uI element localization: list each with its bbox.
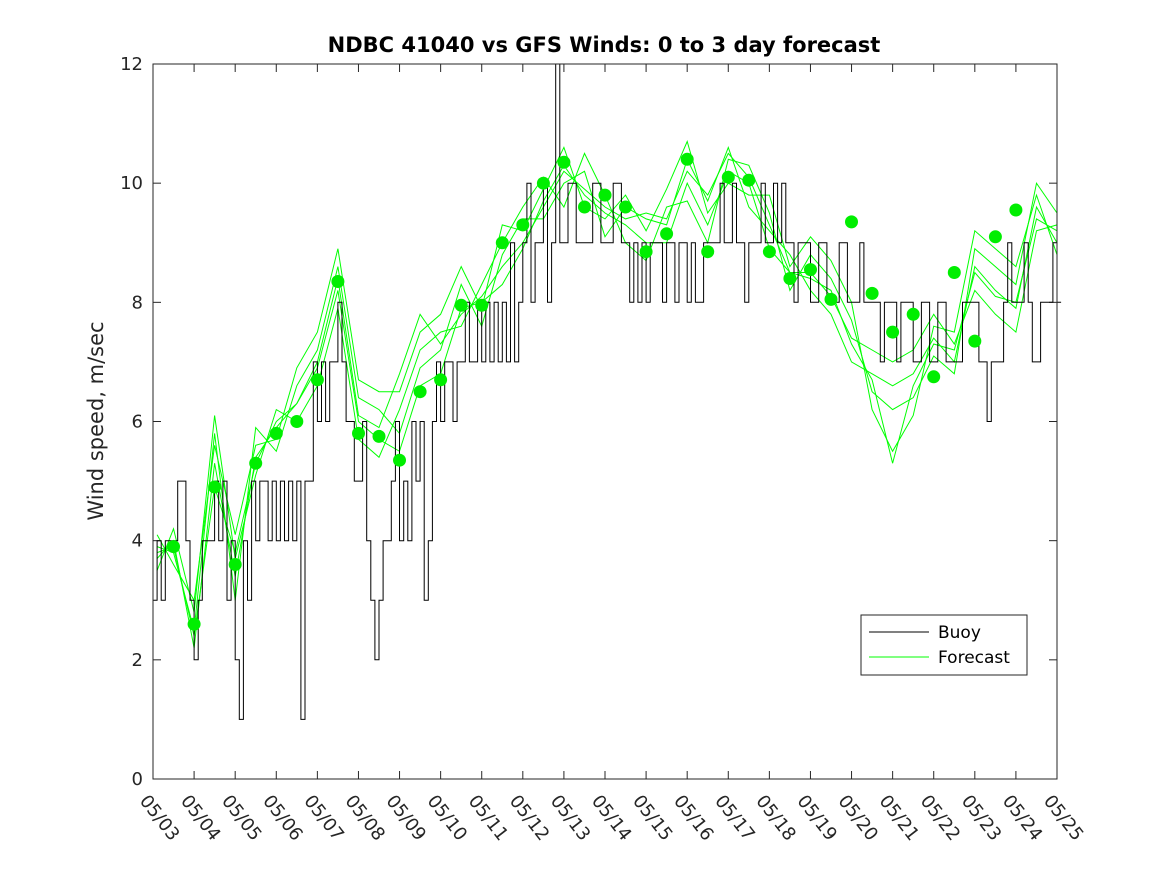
y-tick-labels: 0 2 4 6 8 10 12 [120,54,143,790]
analysis-marker [393,453,406,467]
analysis-marker [927,370,941,384]
analysis-marker [824,292,838,306]
analysis-marker [886,325,900,339]
buoy-line [153,63,1062,720]
analysis-marker [331,275,345,288]
analysis-marker [619,200,632,214]
analysis-marker [557,155,571,169]
analysis-marker [578,200,591,214]
y-axis-label: Wind speed, m/sec [84,321,108,520]
analysis-marker [906,307,920,321]
analysis-marker [167,540,180,554]
y-tick-label: 0 [132,769,143,790]
analysis-marker [762,245,776,259]
analysis-marker [845,215,858,229]
analysis-marker [454,298,468,312]
analysis-marker [865,286,879,300]
analysis-marker [598,188,612,202]
y-tick-label: 6 [132,412,143,433]
analysis-marker [228,558,242,571]
forecast-run-line [156,152,1058,637]
analysis-marker [310,373,324,387]
analysis-marker [783,272,797,285]
legend-label-forecast: Forecast [938,648,1010,668]
analysis-marker [947,266,961,279]
analysis-marker [680,152,694,166]
analysis-marker [208,480,222,494]
y-tick-label: 2 [132,650,143,671]
axes-box [152,63,1058,780]
legend-label-buoy: Buoy [938,623,981,643]
analysis-marker [742,173,756,187]
analysis-marker [372,429,386,443]
analysis-marker [413,385,427,399]
analysis-marker [269,426,283,440]
analysis-marker [968,334,982,348]
forecast-run-line [156,140,1058,602]
legend: Buoy Forecast [860,614,1028,676]
analysis-marker [721,170,735,184]
analysis-marker [660,227,674,241]
analysis-marker [290,415,304,428]
y-tick-label: 8 [132,292,143,313]
analysis-marker [701,245,715,259]
analysis-marker [804,263,817,277]
y-tick-label: 10 [120,173,143,194]
analysis-marker [988,230,1002,244]
plot-area [153,63,1062,720]
forecast-run-line [156,145,1058,631]
forecast-run-line [156,164,1058,648]
analysis-marker [187,617,201,631]
analysis-marker [249,456,263,470]
chart-title: NDBC 41040 vs GFS Winds: 0 to 3 day fore… [328,33,881,57]
y-tick-label: 12 [120,54,143,75]
analysis-marker [434,373,448,387]
analysis-marker [516,218,530,232]
analysis-marker [352,426,365,440]
y-tick-label: 4 [132,531,143,552]
legend-box [860,614,1028,676]
analysis-marker [1009,203,1023,217]
analysis-marker [475,298,489,312]
analysis-marker [639,245,653,259]
analysis-marker [536,176,550,190]
analysis-marker [495,236,509,250]
